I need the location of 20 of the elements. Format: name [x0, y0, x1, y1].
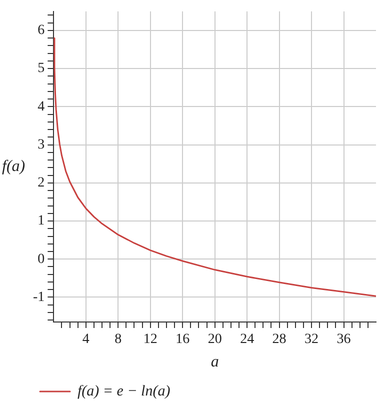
- y-tick-label: 3: [38, 137, 45, 152]
- y-tick-label: 0: [38, 252, 45, 267]
- x-tick-label: 32: [304, 332, 319, 348]
- x-tick-label: 28: [272, 332, 286, 348]
- x-tick-label: 8: [114, 332, 122, 348]
- y-tick-label: 2: [38, 176, 45, 191]
- x-axis-title: a: [210, 354, 219, 371]
- x-tick-label: 24: [240, 332, 254, 348]
- y-tick-label: -1: [32, 290, 45, 305]
- y-tick-label: 6: [38, 23, 45, 38]
- x-tick-label: 12: [143, 332, 158, 348]
- y-tick-label: 5: [38, 61, 45, 76]
- x-tick-label: 20: [208, 332, 222, 348]
- x-tick-label: 4: [82, 332, 90, 348]
- x-tick-label: 36: [336, 332, 351, 348]
- y-tick-label: 4: [38, 99, 45, 114]
- y-axis-title: f(a): [2, 158, 26, 175]
- y-tick-label: 1: [38, 214, 45, 229]
- x-tick-label: 16: [176, 332, 190, 348]
- legend-label: f(a) = e − ln(a): [78, 383, 170, 400]
